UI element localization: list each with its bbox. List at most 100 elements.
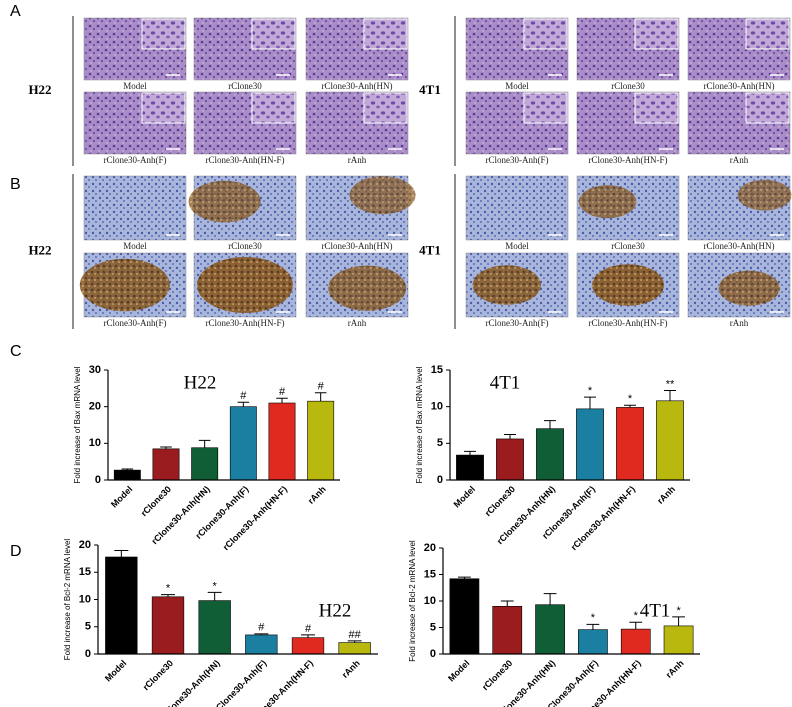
stain: [472, 265, 541, 305]
error-bar: [500, 600, 514, 607]
inset: [523, 92, 568, 124]
bar: [656, 400, 684, 481]
error-bar: [198, 439, 211, 448]
group-label: H22: [28, 82, 51, 97]
inset: [634, 18, 679, 50]
error-bar: [624, 404, 636, 408]
significance: #: [318, 381, 325, 393]
y-tick-label: 15: [424, 568, 436, 580]
y-tick-label: 20: [424, 542, 436, 554]
x-tick-label: rAnh: [664, 658, 686, 680]
error-bar: [160, 446, 172, 449]
bar: [229, 406, 257, 481]
chart: H22 Fold increase of Bcl-2 mRNA level 0 5 10…: [63, 539, 378, 707]
significance: #: [240, 390, 247, 402]
x-tick-label: rAnh: [340, 658, 362, 680]
error-bar: [314, 392, 327, 402]
caption: rAnh: [730, 155, 749, 165]
y-axis-label: Fold increase of Bcl-2 mRNA level: [408, 540, 417, 662]
significance: *: [591, 612, 596, 624]
significance: *: [213, 580, 218, 592]
chart-title: 4T1: [640, 600, 671, 621]
significance: #: [305, 623, 312, 635]
error-bar: [254, 633, 269, 635]
caption: rClone30-Anh(HN): [322, 241, 393, 251]
x-tick-label: rClone30: [483, 484, 517, 518]
bar: [578, 629, 608, 655]
bar: [198, 600, 231, 655]
chart-title: 4T1: [490, 372, 521, 393]
chart-title: H22: [184, 372, 217, 393]
y-tick-label: 10: [89, 437, 101, 449]
y-tick-label: 10: [424, 595, 436, 607]
y-axis-label: Fold increase of Bax mRNA level: [73, 366, 82, 483]
bar: [536, 428, 564, 481]
x-tick-label: rClone30: [139, 484, 173, 518]
error-bar: [237, 401, 250, 407]
x-tick-label: rClone30-Anh(HN-F): [221, 484, 289, 552]
bar: [152, 448, 180, 481]
y-tick-label: 10: [79, 593, 91, 605]
caption: rAnh: [348, 318, 367, 328]
error-bar: [504, 434, 516, 439]
significance: *: [628, 393, 633, 405]
x-tick-label: Model: [109, 484, 134, 509]
bar: [245, 634, 278, 655]
y-tick-label: 5: [437, 437, 443, 449]
stain: [79, 258, 170, 312]
inset: [251, 92, 296, 124]
caption: rClone30: [228, 241, 262, 251]
caption: Model: [505, 81, 529, 91]
error-bar: [161, 594, 175, 597]
error-bar: [629, 621, 643, 630]
caption: rClone30-Anh(F): [104, 318, 167, 328]
image-panels: H22 Model rClone30 rClone30-Anh(HN) rClone30…: [28, 16, 792, 329]
bar: [456, 454, 484, 481]
chart: 4T1 Fold increase of Bcl-2 mRNA level 0 5 10…: [408, 540, 700, 707]
panel-label: C: [10, 343, 22, 360]
group-label: 4T1: [419, 82, 441, 97]
error-bar: [586, 623, 600, 630]
x-tick-label: rAnh: [306, 484, 328, 506]
group-label: 4T1: [419, 242, 441, 257]
caption: rClone30-Anh(HN-F): [206, 155, 285, 165]
inset: [363, 92, 408, 124]
stain: [592, 264, 664, 306]
caption: rClone30-Anh(F): [486, 155, 549, 165]
inset: [634, 92, 679, 124]
y-tick-label: 5: [430, 621, 436, 633]
bar: [268, 402, 296, 481]
bar: [620, 628, 651, 655]
micrograph: [465, 175, 569, 241]
x-tick-label: Model: [446, 658, 471, 683]
y-axis-label: Fold increase of Bax mRNA level: [415, 366, 424, 483]
error-bar: [664, 390, 676, 401]
y-tick-label: 0: [95, 474, 101, 486]
bar: [535, 604, 565, 655]
caption: Model: [123, 81, 147, 91]
inset: [141, 92, 186, 124]
error-bar: [544, 420, 556, 429]
bar: [496, 438, 524, 481]
caption: rClone30: [611, 81, 645, 91]
caption: rClone30-Anh(HN): [704, 241, 775, 251]
caption: rClone30-Anh(F): [486, 318, 549, 328]
x-tick-label: Model: [452, 484, 477, 509]
stain: [197, 257, 293, 313]
bar: [338, 642, 371, 655]
y-tick-label: 30: [89, 364, 101, 376]
caption: rClone30-Anh(HN-F): [206, 318, 285, 328]
bar: [307, 400, 335, 481]
bar: [576, 408, 604, 481]
y-tick-label: 15: [79, 566, 91, 578]
inset: [251, 18, 296, 50]
caption: rAnh: [348, 155, 367, 165]
x-tick-label: rClone30: [480, 658, 514, 692]
error-bar: [114, 549, 129, 557]
inset: [745, 18, 790, 50]
significance: #: [258, 622, 265, 634]
stain: [349, 176, 416, 215]
chart-title: H22: [319, 600, 352, 621]
caption: rClone30: [611, 241, 645, 251]
